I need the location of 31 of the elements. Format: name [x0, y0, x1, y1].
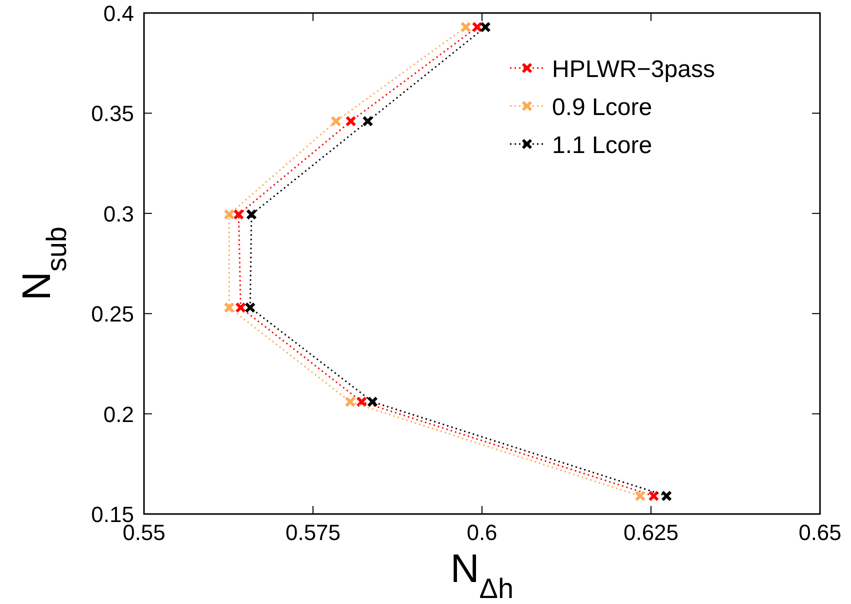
- point: [634, 490, 646, 502]
- x-axis-title: N$_{Δh}$: [450, 547, 514, 604]
- point: [344, 396, 356, 408]
- point: [233, 208, 244, 220]
- x-tick-label: 0.575: [285, 520, 341, 545]
- point: [648, 490, 660, 502]
- x-tick-label: 0.65: [798, 520, 842, 545]
- point: [224, 208, 235, 220]
- y-tick-label: 0.25: [91, 302, 134, 327]
- y-tick-label: 0.3: [103, 201, 134, 226]
- point: [224, 302, 235, 314]
- y-tick-label: 0.35: [91, 101, 134, 126]
- y-tick-label: 0.4: [103, 1, 134, 26]
- legend-label: 1.1 Lcore: [552, 132, 652, 159]
- point: [356, 396, 368, 408]
- point: [366, 396, 378, 408]
- point: [330, 116, 342, 127]
- point: [246, 208, 257, 220]
- point: [480, 22, 491, 33]
- point: [244, 302, 256, 314]
- point: [345, 116, 356, 127]
- point: [235, 302, 246, 314]
- point: [472, 22, 483, 33]
- point: [460, 22, 472, 33]
- x-tick-label: 0.625: [623, 520, 679, 545]
- y-tick-label: 0.2: [103, 402, 134, 427]
- x-tick-label: 0.6: [466, 520, 498, 545]
- legend-label: HPLWR−3pass: [552, 56, 715, 83]
- point: [362, 116, 374, 127]
- point: [661, 490, 672, 502]
- legend-label: 0.9 Lcore: [552, 94, 652, 121]
